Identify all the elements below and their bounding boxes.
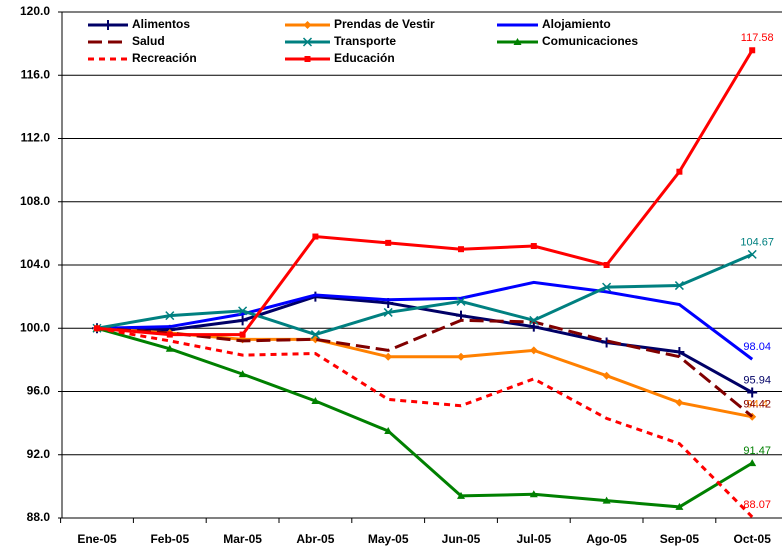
marker [675,398,684,407]
marker [385,239,392,246]
y-tick-label: 92.0 [27,447,51,461]
marker [456,296,466,306]
series-line [96,318,754,418]
marker [747,249,757,259]
y-tick-label: 120.0 [20,4,50,18]
data-label: 91.47 [743,445,771,457]
legend-item: Alojamiento [497,17,611,31]
marker [310,330,320,340]
marker [312,233,319,240]
marker [529,490,538,498]
marker [457,352,465,361]
legend-label: Educación [334,51,395,65]
x-tick-label: Sep-05 [660,532,700,546]
series-line [96,295,753,394]
series-line [96,280,754,361]
legend-label: Prendas de Vestir [334,17,435,31]
y-tick-label: 104.0 [20,257,50,271]
marker [103,20,113,30]
data-label: 94.4 [746,399,767,411]
marker [166,331,173,338]
marker [94,325,100,332]
marker [165,311,175,321]
y-tick-label: 88.0 [27,510,51,524]
marker [602,496,611,504]
marker [238,370,247,378]
data-label: 94.42 [743,398,771,410]
legend-label: Comunicaciones [542,34,638,48]
marker [165,344,174,352]
legend-item: Transporte [285,34,396,48]
x-tick-label: Jun-05 [442,532,481,546]
marker [748,459,757,467]
marker [458,246,464,253]
marker [529,315,539,325]
marker [384,352,393,361]
legend-item: Salud [88,34,165,48]
marker [384,427,393,435]
legend-item: Prendas de Vestir [285,17,435,31]
series [93,324,757,421]
series [94,47,756,338]
marker [237,315,248,326]
data-label: 98.04 [743,341,771,353]
legend-item: Comunicaciones [497,34,638,48]
data-label: 117.58 [741,32,774,44]
marker [303,21,312,29]
legend-item: Alimentos [88,17,190,31]
y-tick-label: 112.0 [21,131,51,145]
marker [530,243,537,250]
series [93,324,757,510]
series-line [96,49,754,337]
marker [749,47,756,54]
series [96,318,754,418]
marker [302,37,313,47]
legend-label: Transporte [334,34,396,48]
series-line [96,326,753,509]
y-tick-label: 100.0 [20,320,50,334]
x-tick-label: Ene-05 [77,532,117,546]
marker [238,306,248,316]
x-tick-label: Ago-05 [586,532,627,546]
x-tick-label: Mar-05 [223,532,262,546]
series [92,249,757,340]
series-line [96,326,754,518]
legend-label: Salud [132,34,165,48]
marker [311,396,320,404]
y-tick-label: 116.0 [21,67,51,81]
marker [457,491,465,499]
data-label: 104.67 [740,236,774,248]
x-tick-label: Feb-05 [150,532,189,546]
series-line [96,253,753,337]
marker [513,38,522,45]
x-tick-label: Oct-05 [734,532,772,546]
marker [529,346,538,355]
series [96,280,754,361]
data-label: 95.94 [743,374,771,386]
marker [383,307,393,317]
marker [602,371,611,380]
legend-item: Educación [285,51,395,65]
marker [304,56,311,62]
marker [674,281,684,291]
marker [676,168,683,175]
marker [602,282,612,292]
data-label: 88.07 [743,499,771,511]
legend-label: Alimentos [132,17,190,31]
x-tick-label: May-05 [368,532,409,546]
y-tick-label: 108.0 [20,194,50,208]
marker [239,331,246,338]
y-tick-label: 96.0 [27,384,51,398]
legend-label: Recreación [132,51,197,65]
legend-label: Alojamiento [542,17,611,31]
series [96,326,754,518]
x-tick-label: Abr-05 [296,532,334,546]
marker [603,262,610,268]
x-tick-label: Jul-05 [516,532,551,546]
marker [675,502,684,510]
legend-item: Recreación [88,51,197,65]
marker [747,387,758,398]
